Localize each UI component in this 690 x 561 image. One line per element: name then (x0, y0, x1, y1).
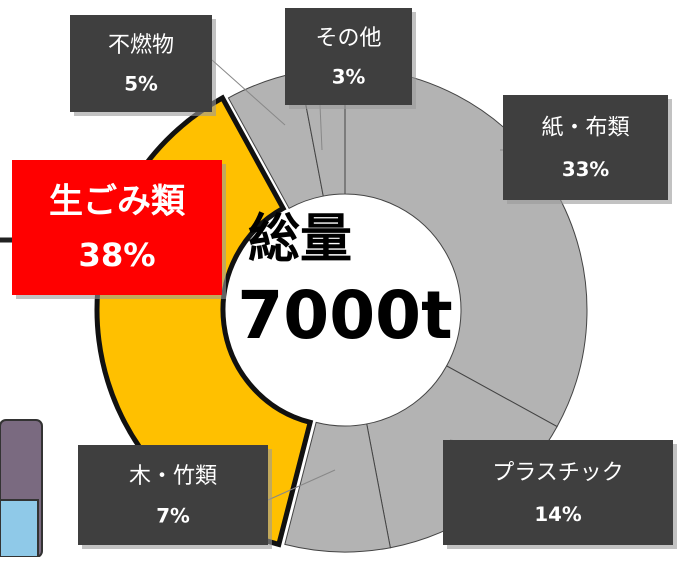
value-label: 7% (156, 505, 190, 528)
label-box (285, 8, 412, 105)
donut-segment (284, 421, 391, 553)
value-label: 3% (332, 65, 366, 88)
leader-line (211, 59, 286, 126)
category-label: 不燃物 (108, 33, 174, 58)
illustration (0, 419, 43, 558)
value-label: 33% (562, 158, 610, 181)
center-title: 総量 (248, 209, 352, 270)
category-label: 生ごみ類 (49, 182, 186, 222)
label-box (503, 95, 668, 200)
center-total: 7000t (237, 277, 452, 354)
category-label: その他 (315, 26, 381, 51)
label-box (12, 160, 222, 295)
label-box (70, 15, 212, 112)
category-label: 木・竹類 (129, 464, 217, 489)
label-box (78, 445, 268, 545)
category-label: 紙・布類 (541, 116, 629, 141)
category-label: プラスチック (492, 461, 624, 486)
donut-hole (231, 196, 459, 424)
value-label: 5% (124, 72, 158, 95)
leader-line (267, 469, 336, 501)
value-label: 14% (534, 503, 582, 526)
label-box (443, 440, 673, 545)
leader-line (319, 104, 323, 151)
value-label: 38% (78, 236, 155, 274)
